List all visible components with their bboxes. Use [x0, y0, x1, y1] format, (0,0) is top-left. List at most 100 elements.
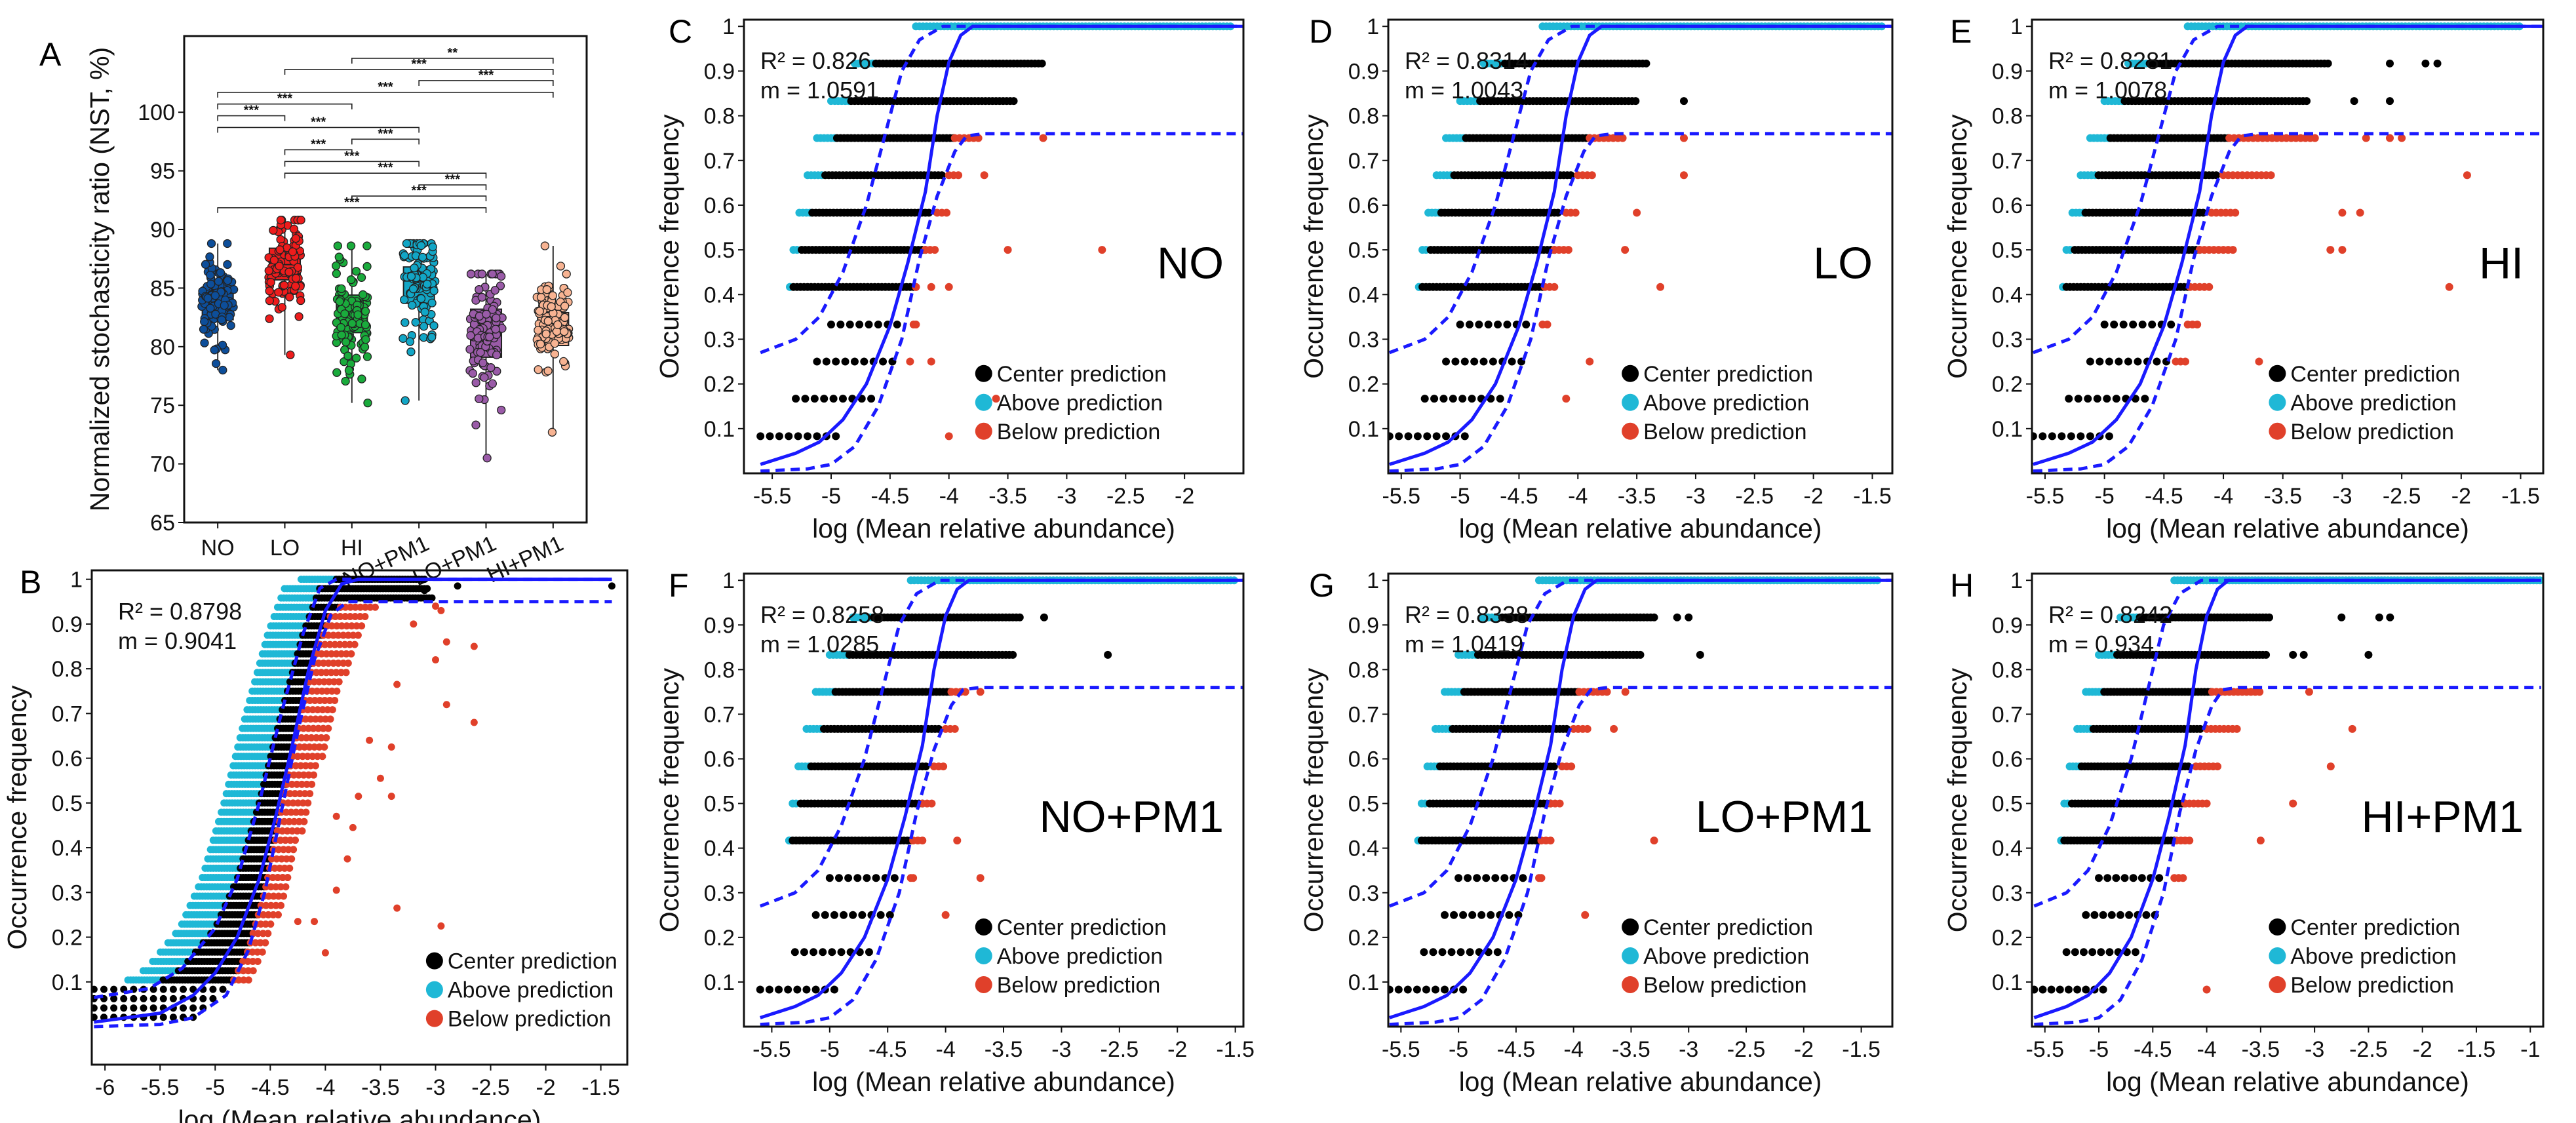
- below-prediction-point: [264, 911, 272, 918]
- center-prediction-point: [219, 985, 227, 993]
- below-prediction-point: [2326, 246, 2335, 254]
- center-prediction-point: [1459, 985, 1468, 994]
- center-prediction-point: [2141, 395, 2149, 403]
- below-prediction-point: [305, 743, 313, 751]
- panel-letter: G: [1309, 567, 1335, 604]
- x-tick-label: -5.5: [1382, 484, 1420, 509]
- legend-marker-icon: [2269, 422, 2286, 440]
- center-prediction-point: [1394, 985, 1403, 994]
- significance-label: ***: [378, 127, 393, 141]
- below-prediction-point: [2255, 357, 2263, 366]
- center-prediction-point: [1508, 357, 1516, 366]
- y-tick-label: 0.4: [1348, 283, 1379, 307]
- legend-marker-icon: [975, 975, 992, 993]
- below-prediction-point: [2362, 134, 2370, 142]
- sample-point: [560, 327, 569, 336]
- panel-f: F-5.5 -5 -4.5 -4 -3.5 -3 -2.5 -2 -1.50.10.20.30.…: [654, 567, 1255, 1097]
- below-prediction-point: [2311, 134, 2319, 142]
- significance-bracket: [217, 115, 286, 121]
- migration-rate-label: m = 1.0591: [760, 77, 879, 104]
- below-prediction-point: [2231, 208, 2240, 217]
- center-prediction-point: [876, 911, 885, 919]
- y-tick-label: 0.9: [1992, 59, 2023, 84]
- center-prediction-point: [2084, 395, 2092, 403]
- center-prediction-point: [1514, 911, 1523, 919]
- below-prediction-point: [286, 864, 294, 872]
- below-prediction-point: [1610, 724, 1618, 733]
- below-prediction-point: [265, 892, 273, 900]
- below-prediction-point: [1633, 208, 1641, 217]
- panel-g: G-5.5 -5 -4.5 -4 -3.5 -3 -2.5 -2 -1.50.10.20.30.…: [1298, 567, 1894, 1097]
- center-prediction-point: [1460, 357, 1469, 366]
- below-prediction-point: [289, 799, 297, 807]
- significance-bracket: [217, 207, 487, 213]
- sample-point: [275, 262, 284, 271]
- center-prediction-point: [860, 357, 868, 366]
- center-prediction-point: [100, 1004, 107, 1012]
- below-prediction-point: [349, 823, 357, 831]
- sample-point: [475, 394, 484, 403]
- sample-point: [200, 338, 209, 347]
- sample-point: [361, 307, 370, 316]
- center-prediction-point: [1456, 320, 1464, 328]
- below-prediction-point: [326, 715, 334, 723]
- below-prediction-point: [290, 771, 298, 779]
- y-tick-label: 0.6: [1348, 747, 1379, 772]
- below-prediction-point: [239, 957, 247, 965]
- below-prediction-point: [290, 846, 298, 854]
- x-tick-label: -4: [1564, 1037, 1584, 1062]
- center-prediction-point: [2350, 97, 2358, 106]
- center-prediction-point: [2048, 432, 2056, 441]
- y-axis-label: Occurrence frequency: [654, 114, 684, 379]
- below-prediction-point: [277, 837, 284, 844]
- center-prediction-point: [865, 320, 873, 328]
- y-tick-label: 0.9: [1348, 59, 1379, 84]
- sample-point: [535, 307, 544, 316]
- sample-point: [471, 420, 480, 429]
- below-prediction-point: [976, 688, 985, 696]
- center-prediction-point: [2096, 357, 2104, 366]
- lower-confidence-curve: [94, 600, 612, 1029]
- below-prediction-point: [315, 743, 323, 751]
- significance-label: ***: [445, 172, 461, 187]
- below-prediction-point: [273, 855, 281, 863]
- center-prediction-point: [832, 357, 840, 366]
- below-prediction-point: [351, 640, 359, 648]
- plot-frame: [1387, 572, 1894, 1028]
- below-prediction-point: [358, 622, 366, 630]
- below-prediction-point: [295, 771, 303, 779]
- below-prediction-point: [1588, 171, 1596, 180]
- sample-point: [291, 281, 300, 291]
- below-prediction-point: [2181, 357, 2189, 366]
- sample-point: [534, 326, 543, 335]
- center-prediction-point: [2124, 357, 2132, 366]
- below-prediction-point: [300, 771, 307, 779]
- center-prediction-point: [1447, 948, 1456, 956]
- sample-point: [560, 302, 570, 311]
- legend-label: Below prediction: [997, 973, 1160, 998]
- below-prediction-point: [284, 846, 292, 854]
- center-prediction-point: [2433, 59, 2442, 68]
- upper-confidence-curve: [1388, 578, 1892, 908]
- below-prediction-point: [326, 696, 334, 704]
- below-prediction-point: [338, 650, 345, 658]
- below-prediction-point: [321, 696, 329, 704]
- lower-confidence-curve: [2033, 132, 2543, 473]
- below-prediction-point: [298, 780, 305, 788]
- below-prediction-point: [301, 790, 309, 798]
- legend-marker-icon: [425, 1010, 443, 1027]
- sample-point: [279, 281, 289, 290]
- x-tick-label: -3: [1679, 1037, 1698, 1062]
- sample-point: [550, 349, 559, 359]
- sample-point: [335, 297, 344, 306]
- below-prediction-point: [2193, 320, 2202, 328]
- y-tick-label: 0.1: [1348, 417, 1379, 442]
- center-prediction-point: [2065, 395, 2073, 403]
- below-prediction-point: [344, 660, 352, 667]
- below-prediction-point: [338, 622, 345, 630]
- sample-point: [223, 260, 232, 269]
- center-prediction-point: [2134, 357, 2142, 366]
- legend-marker-icon: [975, 393, 992, 411]
- below-prediction-point: [2229, 246, 2237, 254]
- sample-point: [285, 292, 294, 302]
